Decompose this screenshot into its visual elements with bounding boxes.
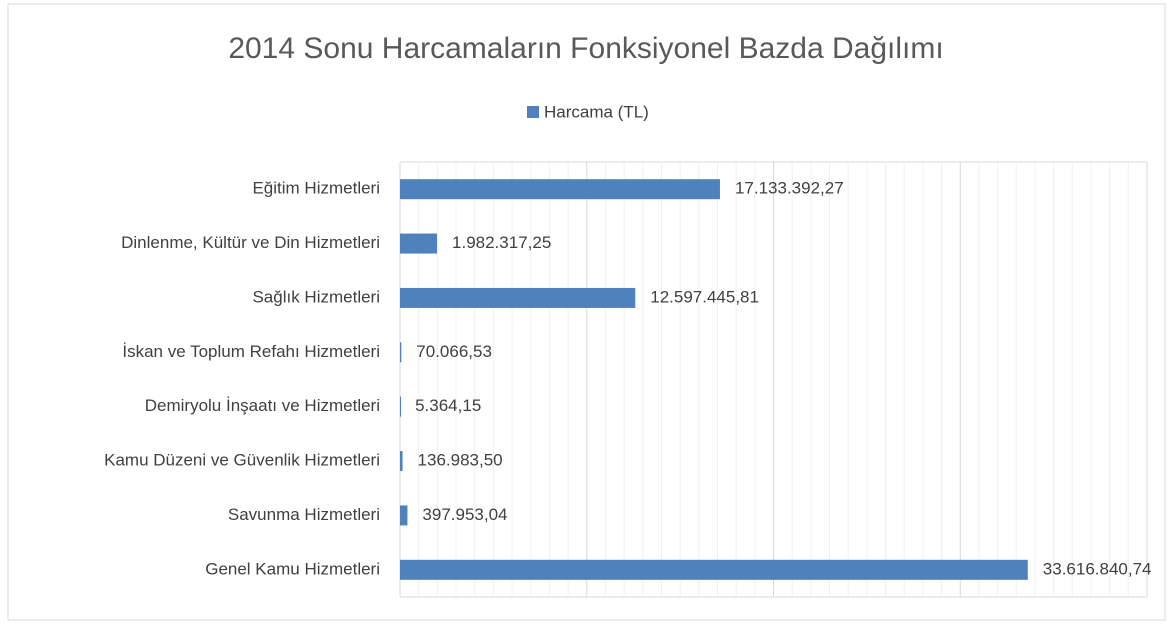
value-label: 136.983,50 bbox=[418, 451, 503, 470]
bar bbox=[400, 179, 720, 200]
bar bbox=[400, 342, 402, 363]
legend-swatch bbox=[527, 106, 539, 118]
value-label: 5.364,15 bbox=[415, 396, 481, 415]
y-tick-label: Dinlenme, Kültür ve Din Hizmetleri bbox=[121, 233, 380, 252]
bar bbox=[400, 233, 438, 254]
y-tick-label: Kamu Düzeni ve Güvenlik Hizmetleri bbox=[104, 451, 380, 470]
bar bbox=[400, 559, 1028, 580]
y-tick-label: Eğitim Hizmetleri bbox=[252, 179, 380, 198]
value-label: 1.982.317,25 bbox=[452, 233, 551, 252]
value-label: 397.953,04 bbox=[422, 505, 507, 524]
y-tick-label: Demiryolu İnşaatı ve Hizmetleri bbox=[145, 396, 380, 415]
y-tick-label: Sağlık Hizmetleri bbox=[252, 287, 380, 306]
chart-title: 2014 Sonu Harcamaların Fonksiyonel Bazda… bbox=[228, 32, 943, 65]
y-tick-label: İskan ve Toplum Refahı Hizmetleri bbox=[122, 342, 380, 361]
legend-label: Harcama (TL) bbox=[544, 102, 649, 121]
y-tick-label: Savunma Hizmetleri bbox=[228, 505, 380, 524]
bar bbox=[400, 505, 408, 526]
value-label: 17.133.392,27 bbox=[735, 179, 844, 198]
y-tick-label: Genel Kamu Hizmetleri bbox=[205, 559, 380, 578]
value-label: 12.597.445,81 bbox=[650, 287, 759, 306]
bar bbox=[400, 287, 636, 308]
bar bbox=[400, 396, 401, 417]
bar bbox=[400, 451, 403, 472]
value-label: 33.616.840,74 bbox=[1043, 559, 1152, 578]
value-label: 70.066,53 bbox=[416, 342, 492, 361]
